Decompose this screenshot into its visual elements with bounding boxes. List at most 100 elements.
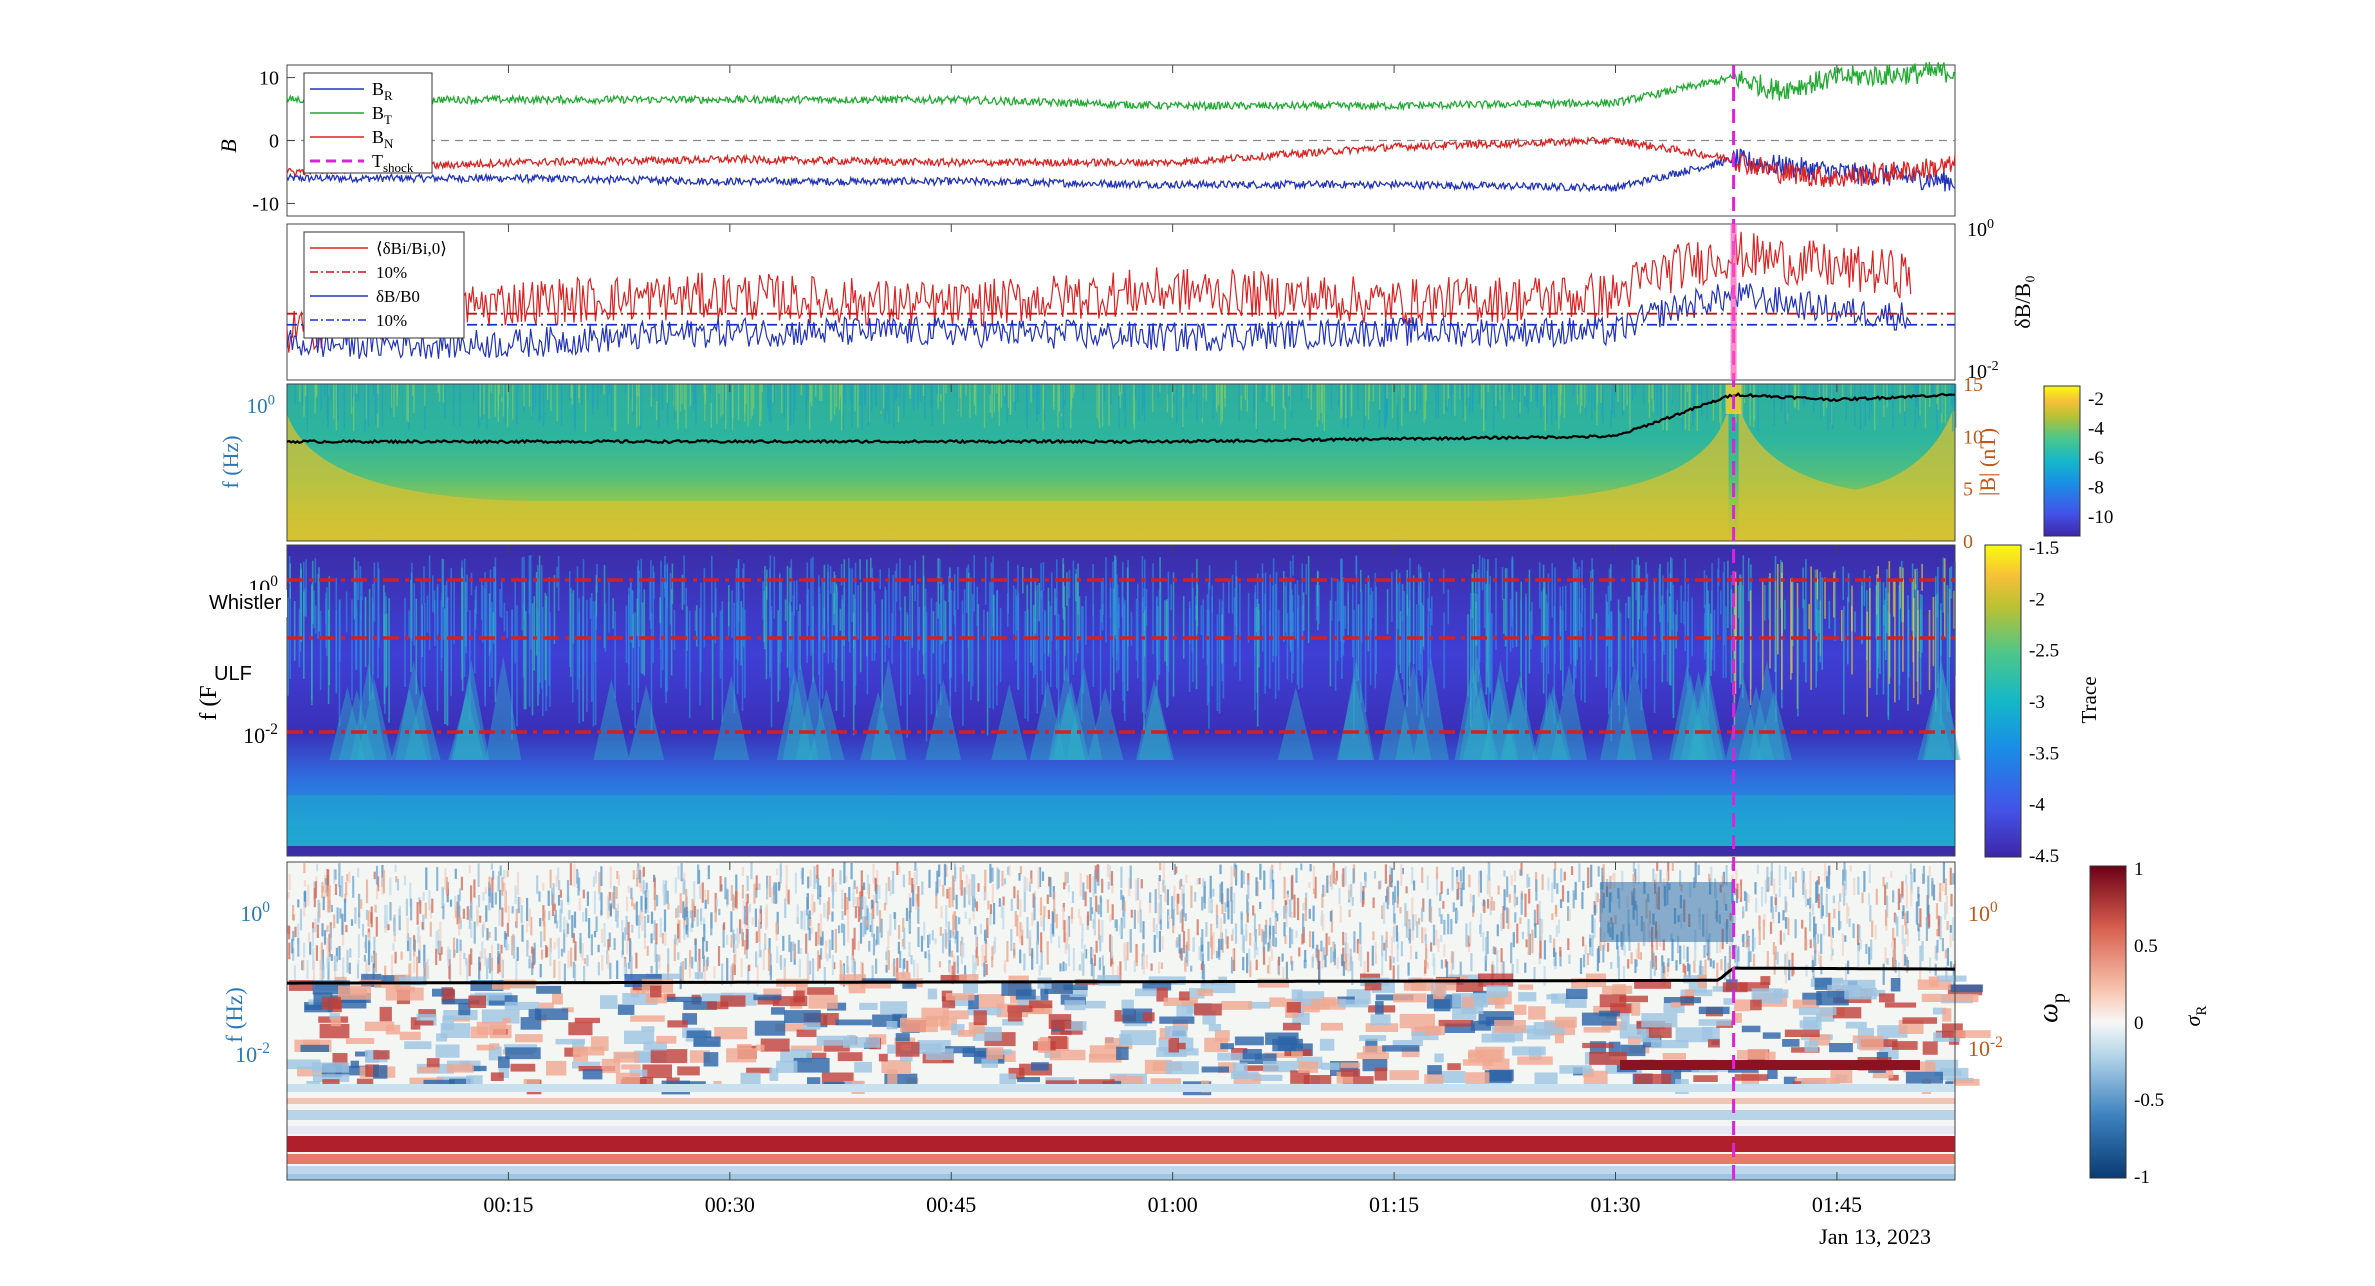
helicity-cell — [1818, 951, 1821, 964]
spectrum-streak — [1384, 384, 1387, 430]
spectrum-plume — [453, 660, 490, 760]
spectrum-streak — [703, 567, 706, 648]
helicity-cell — [1171, 896, 1174, 919]
helicity-cell — [491, 892, 494, 908]
helicity-cell — [645, 993, 667, 1004]
spectrum-streak — [1777, 563, 1779, 655]
helicity-cell — [1549, 934, 1552, 943]
helicity-cell — [1703, 944, 1706, 958]
spectrum-streak — [1684, 558, 1686, 652]
spectrum-streak — [956, 384, 959, 410]
helicity-cell — [364, 1021, 395, 1032]
helicity-cell — [1756, 864, 1759, 874]
legend-label: ⟨δBi/Bi,0⟩ — [376, 239, 447, 258]
helicity-cell — [1023, 891, 1026, 912]
helicity-cell — [958, 917, 961, 925]
right-tick-label: 5 — [1963, 479, 1973, 501]
helicity-cell — [1460, 882, 1463, 907]
spectrum-streak — [506, 611, 508, 638]
helicity-cell — [1379, 880, 1382, 889]
helicity-cell — [723, 922, 726, 930]
helicity-cell — [1450, 918, 1453, 935]
helicity-cell — [642, 880, 645, 895]
helicity-cell — [1212, 888, 1215, 897]
spectrum-streak — [1808, 604, 1810, 630]
helicity-cell — [1120, 917, 1123, 940]
spectrum-streak — [1345, 384, 1347, 419]
spectrum-streak — [1660, 384, 1663, 417]
helicity-cell — [658, 953, 661, 970]
helicity-cell — [952, 914, 955, 936]
spectrum-streak — [1313, 384, 1315, 393]
helicity-cell — [1596, 893, 1599, 903]
spectrum-streak — [415, 598, 418, 695]
spectrum-streak — [1854, 384, 1856, 426]
helicity-cell — [886, 1021, 898, 1030]
helicity-cell — [1062, 907, 1065, 930]
spectrum-streak — [793, 384, 795, 425]
helicity-cell — [288, 980, 314, 991]
helicity-cell — [571, 915, 574, 938]
spectrum-streak — [603, 384, 605, 395]
helicity-cell — [1329, 874, 1332, 887]
helicity-cell — [1037, 867, 1040, 889]
helicity-cell — [1312, 865, 1315, 889]
helicity-cell — [1589, 938, 1592, 947]
spectrum-streak — [1791, 577, 1793, 673]
spectrum-streak — [983, 384, 986, 428]
spectrum-streak — [664, 565, 666, 589]
helicity-cell — [1001, 981, 1032, 996]
helicity-cell — [1135, 946, 1138, 967]
spectrum-streak — [1256, 384, 1258, 432]
helicity-cell — [1254, 929, 1257, 951]
helicity-cell — [597, 962, 600, 976]
helicity-cell — [1652, 868, 1655, 882]
helicity-cell — [977, 883, 980, 892]
helicity-cell — [1142, 921, 1145, 940]
spectrum-streak — [1144, 606, 1147, 715]
helicity-cell — [750, 862, 753, 880]
spectrum-streak — [413, 384, 415, 413]
right-axis-label: |B| (nT) — [1975, 428, 2000, 496]
spectrum-streak — [1042, 562, 1045, 591]
helicity-cell — [653, 920, 656, 941]
helicity-cell — [418, 936, 421, 951]
spectrum-streak — [1468, 384, 1470, 397]
helicity-cell — [641, 1026, 655, 1032]
spectrum-streak — [1016, 384, 1019, 403]
helicity-cell — [1884, 909, 1888, 926]
helicity-cell — [299, 908, 303, 931]
helicity-cell — [1928, 976, 1939, 987]
helicity-cell — [807, 914, 810, 931]
helicity-cell — [1494, 947, 1497, 955]
spectrum-streak — [1080, 605, 1083, 721]
helicity-cell — [1351, 897, 1354, 906]
spectrum-streak — [636, 598, 639, 636]
helicity-cell — [1205, 922, 1208, 937]
helicity-cell — [1910, 872, 1913, 894]
helicity-cell — [1519, 869, 1522, 876]
spectrum-streak — [1864, 384, 1866, 426]
helicity-cell — [1001, 870, 1004, 887]
spectrum-plume — [391, 688, 428, 760]
y-tick-label: 10-2 — [235, 1040, 270, 1067]
helicity-cell — [317, 899, 320, 923]
legend-label: BT — [372, 103, 392, 127]
helicity-cell — [1055, 914, 1058, 929]
helicity-cell — [844, 893, 847, 916]
helicity-cell — [1785, 963, 1788, 984]
spectrum-plume — [628, 684, 665, 760]
helicity-cell — [470, 948, 473, 965]
helicity-cell — [898, 865, 901, 873]
helicity-cell — [782, 935, 785, 951]
helicity-cell — [864, 916, 867, 935]
helicity-cell — [1240, 870, 1243, 888]
helicity-cell — [951, 875, 955, 890]
helicity-cell — [1390, 867, 1393, 883]
helicity-cell — [615, 1072, 640, 1084]
spectrum-streak — [1708, 603, 1711, 685]
helicity-cell — [740, 958, 743, 978]
helicity-cell — [973, 874, 976, 899]
helicity-cell — [1249, 960, 1252, 977]
